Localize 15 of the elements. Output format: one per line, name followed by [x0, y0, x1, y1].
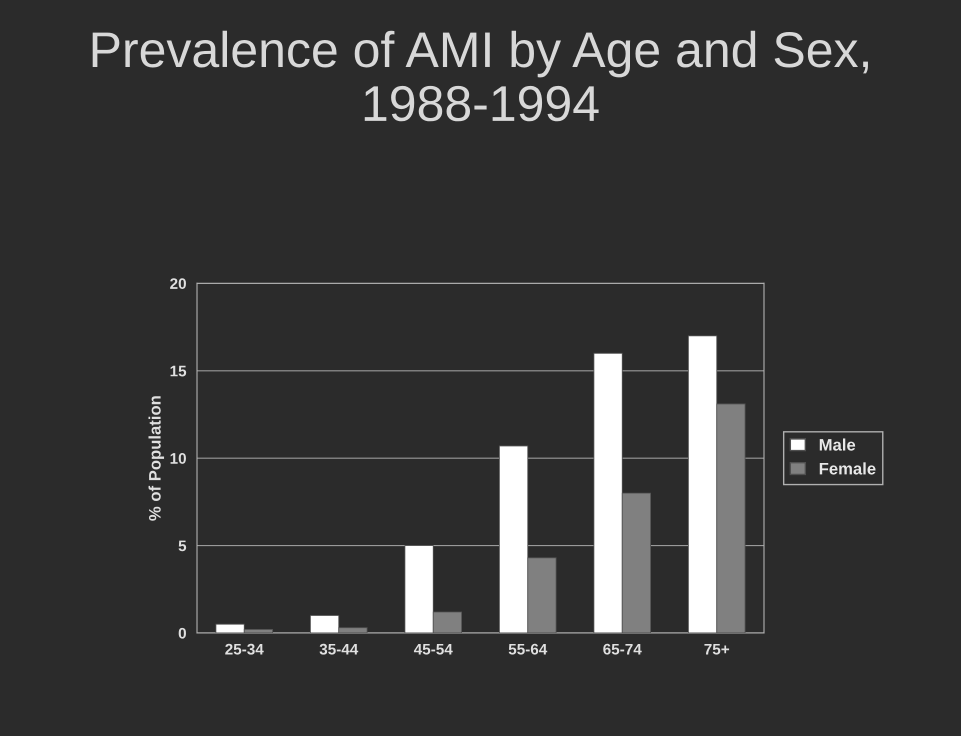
x-tick-label: 65-74: [603, 644, 642, 655]
y-tick-label: 10: [170, 453, 186, 464]
x-tick-label: 45-54: [414, 644, 453, 655]
y-tick-label: 5: [178, 540, 186, 552]
y-tick-label: 20: [170, 278, 186, 290]
y-axis-title: % of Population: [148, 396, 164, 521]
y-tick-label: 0: [178, 628, 186, 639]
x-tick-label: 35-44: [320, 644, 358, 655]
x-tick-label: 55-64: [508, 644, 548, 655]
x-tick-label: 75+: [704, 644, 730, 655]
legend-label: Male: [820, 438, 856, 451]
y-tick-label: 15: [170, 366, 186, 376]
legend-label: Female: [820, 462, 876, 475]
chart-title: Prevalence of AMI by Age and Sex, 1988-1994: [92, 30, 868, 122]
x-tick-label: 25-34: [225, 644, 264, 655]
